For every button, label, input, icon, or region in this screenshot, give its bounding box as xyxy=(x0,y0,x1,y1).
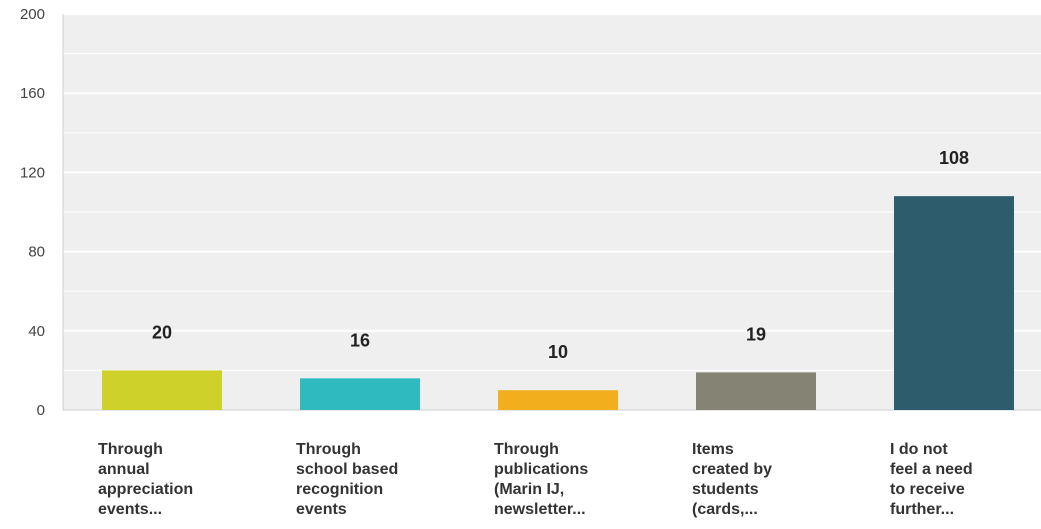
category-label-line: feel a need xyxy=(890,461,973,478)
grid-lines xyxy=(63,13,1041,371)
category-label: I do not feel a need to receive further... xyxy=(890,441,973,518)
y-tick-label: 40 xyxy=(28,323,45,340)
category-label-line: events... xyxy=(98,501,162,518)
category-label-line: Through xyxy=(98,441,163,458)
category-label: Items created by students (cards,... xyxy=(692,441,772,518)
category-label: Through publications (Marin IJ, newsletter.… xyxy=(494,441,588,518)
bar xyxy=(498,390,618,410)
category-label-line: events xyxy=(296,501,347,518)
category-label-line: (Marin IJ, xyxy=(494,481,564,498)
category-label-line: recognition xyxy=(296,481,383,498)
category-label-line: publications xyxy=(494,461,588,478)
bar xyxy=(894,196,1014,410)
x-axis-categories: Through annual appreciation events...Throug… xyxy=(98,441,973,518)
category-label: Through school based recognition events xyxy=(296,441,398,518)
data-label: 20 xyxy=(152,322,172,342)
category-label-line: further... xyxy=(890,501,954,518)
bars xyxy=(102,196,1014,410)
y-tick-label: 160 xyxy=(20,85,45,102)
category-label-line: (cards,... xyxy=(692,501,758,518)
bar xyxy=(102,370,222,410)
category-label: Through annual appreciation events... xyxy=(98,441,193,518)
y-tick-label: 0 xyxy=(37,402,45,419)
category-label-line: Through xyxy=(494,441,559,458)
y-tick-label: 120 xyxy=(20,164,45,181)
category-label-line: I do not xyxy=(890,441,948,458)
category-label-line: school based xyxy=(296,461,398,478)
data-label: 108 xyxy=(939,148,969,168)
category-label-line: appreciation xyxy=(98,481,193,498)
data-label: 10 xyxy=(548,342,568,362)
category-label-line: created by xyxy=(692,461,772,478)
y-axis: 0 40 80 120 160 200 xyxy=(20,6,45,419)
bar xyxy=(696,372,816,410)
category-label-line: newsletter... xyxy=(494,501,586,518)
y-tick-label: 80 xyxy=(28,244,45,261)
data-labels: 20 16 10 19 108 xyxy=(152,148,969,362)
category-label-line: Through xyxy=(296,441,361,458)
category-label-line: annual xyxy=(98,461,150,478)
data-label: 19 xyxy=(746,324,766,344)
category-label-line: Items xyxy=(692,441,734,458)
bar xyxy=(300,378,420,410)
category-label-line: to receive xyxy=(890,481,965,498)
data-label: 16 xyxy=(350,330,370,350)
category-label-line: students xyxy=(692,481,759,498)
y-tick-label: 200 xyxy=(20,6,45,23)
